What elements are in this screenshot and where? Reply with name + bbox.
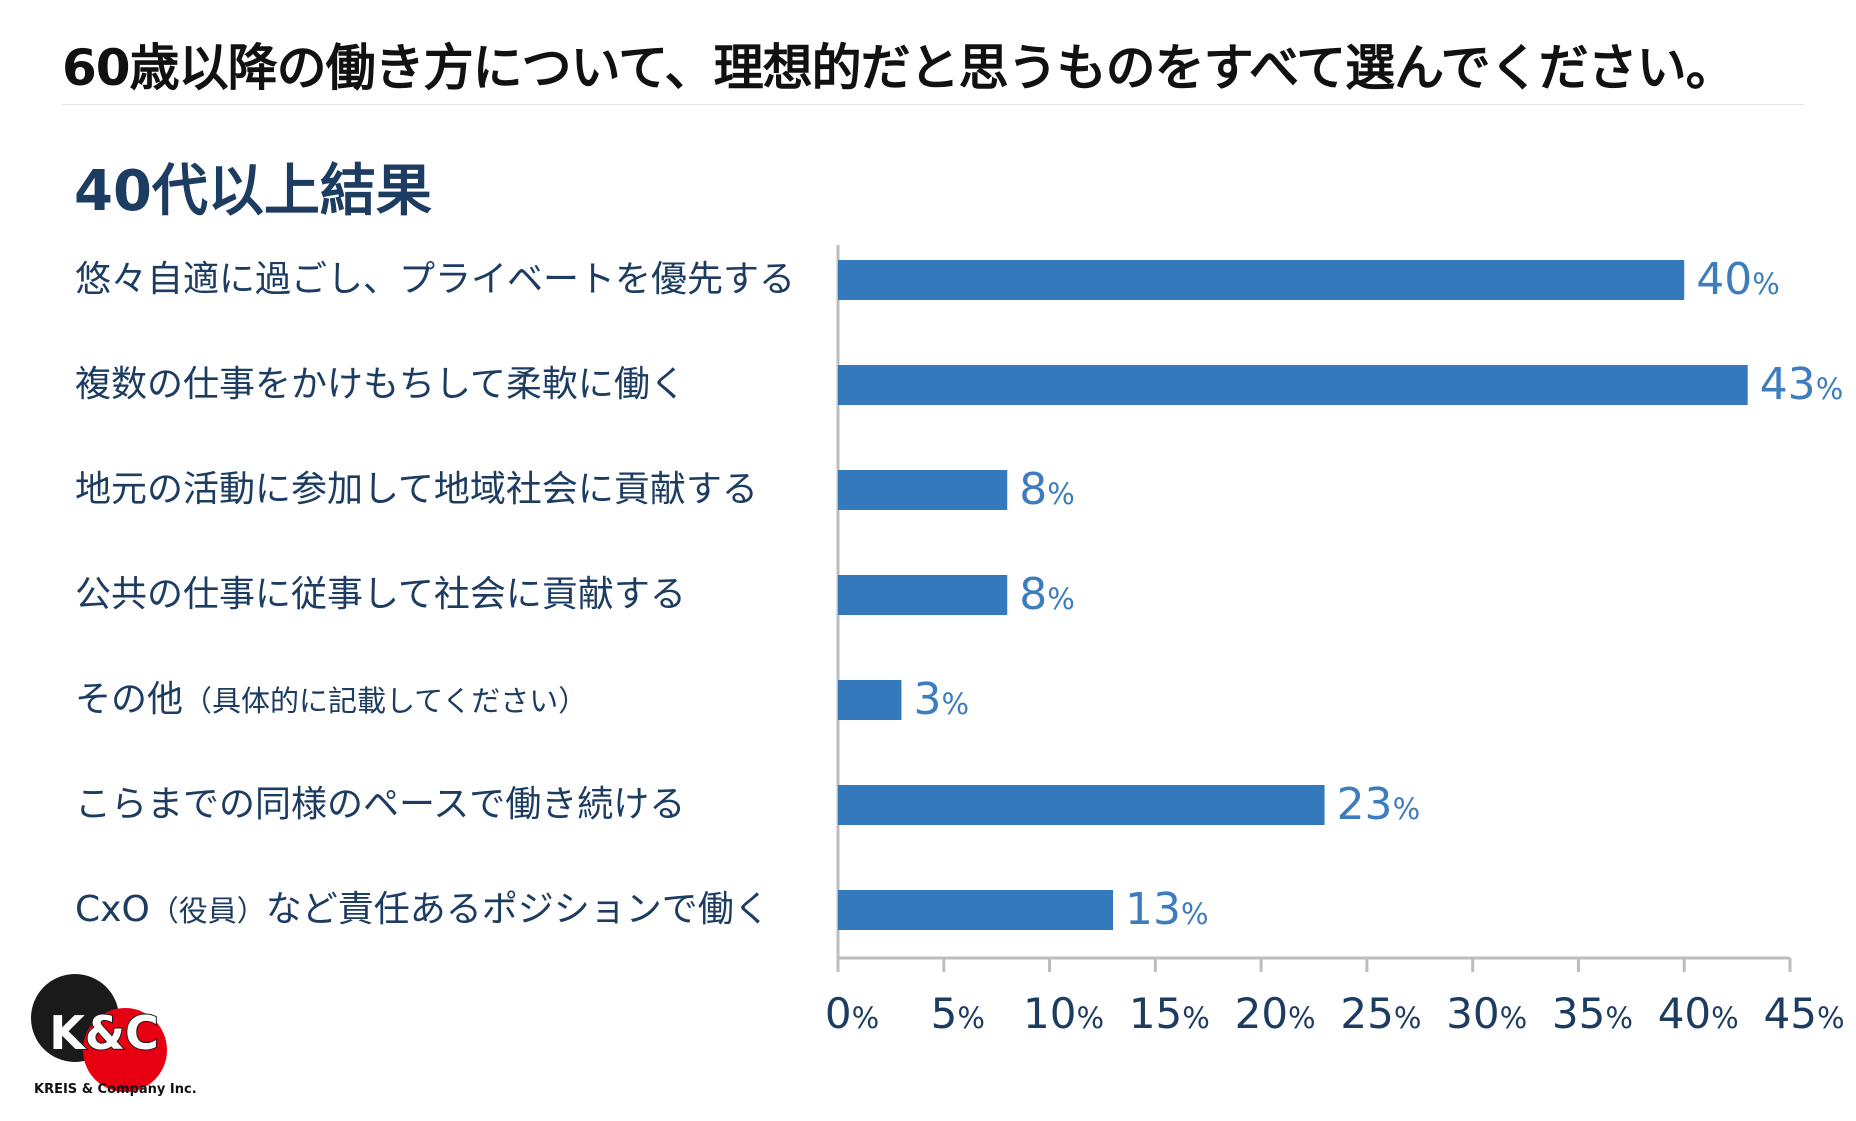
category-main-3: 公共の仕事に従事して社会に貢献する: [75, 574, 686, 615]
category-note-6: （役員）: [150, 894, 266, 928]
category-label-5: こらまでの同様のペースで働き続ける: [75, 784, 685, 825]
x-tick-value-2: 10: [1023, 989, 1076, 1038]
value-unit-2: %: [1047, 477, 1075, 511]
value-number-0: 40: [1696, 254, 1752, 305]
category-main-4: その他: [75, 679, 183, 720]
category-main-2: 地元の活動に参加して地域社会に貢献する: [75, 469, 758, 510]
x-tick-value-4: 20: [1235, 989, 1288, 1038]
x-tick-unit-0: %: [852, 1001, 880, 1035]
x-tick-label-7: 35%: [1552, 989, 1633, 1038]
value-label-4: 3%: [913, 674, 969, 725]
x-tick-value-9: 45: [1763, 989, 1816, 1038]
x-tick-unit-2: %: [1077, 1001, 1105, 1035]
x-tick-value-5: 25: [1340, 989, 1393, 1038]
x-tick-label-2: 10%: [1023, 989, 1104, 1038]
category-label-0: 悠々自適に過ごし、プライベートを優先する: [75, 259, 795, 300]
value-unit-3: %: [1047, 582, 1075, 616]
bar-1: [838, 365, 1748, 405]
x-tick-value-6: 30: [1446, 989, 1499, 1038]
bar-4: [838, 680, 902, 720]
company-logo: K&C: [31, 974, 167, 1092]
x-tick-value-0: 0: [825, 989, 852, 1038]
x-tick-unit-5: %: [1394, 1001, 1422, 1035]
value-label-1: 43%: [1760, 359, 1844, 410]
title-divider: [62, 104, 1804, 105]
value-label-2: 8%: [1019, 464, 1075, 515]
page-title: 60歳以降の働き方について、理想的だと思うものをすべて選んでください。: [62, 39, 1736, 97]
x-tick-label-4: 20%: [1235, 989, 1316, 1038]
value-number-2: 8: [1019, 464, 1047, 515]
x-tick-label-3: 15%: [1129, 989, 1210, 1038]
category-main-5: こらまでの同様のペースで働き続ける: [75, 784, 685, 825]
value-unit-4: %: [941, 687, 969, 721]
value-number-6: 13: [1125, 884, 1181, 935]
x-tick-label-6: 30%: [1446, 989, 1527, 1038]
logo-mark: K&C: [49, 1006, 159, 1060]
category-label-6: CxO（役員）など責任あるポジションで働く: [75, 889, 770, 930]
value-label-0: 40%: [1696, 254, 1780, 305]
x-tick-label-9: 45%: [1763, 989, 1844, 1038]
value-unit-5: %: [1393, 792, 1421, 826]
category-label-2: 地元の活動に参加して地域社会に貢献する: [75, 469, 758, 510]
bar-5: [838, 785, 1325, 825]
x-tick-label-1: 5%: [931, 989, 985, 1038]
value-unit-1: %: [1816, 372, 1844, 406]
x-tick-unit-7: %: [1605, 1001, 1633, 1035]
x-tick-unit-3: %: [1182, 1001, 1210, 1035]
category-main-0: 悠々自適に過ごし、プライベートを優先する: [75, 259, 795, 300]
x-tick-value-7: 35: [1552, 989, 1605, 1038]
x-tick-unit-1: %: [957, 1001, 985, 1035]
category-label-3: 公共の仕事に従事して社会に貢献する: [75, 574, 686, 615]
chart-subtitle: 40代以上結果: [74, 159, 432, 224]
bar-0: [838, 260, 1685, 300]
value-label-3: 8%: [1019, 569, 1075, 620]
value-label-6: 13%: [1125, 884, 1209, 935]
x-tick-value-1: 5: [931, 989, 958, 1038]
bar-2: [838, 470, 1008, 510]
x-tick-unit-8: %: [1711, 1001, 1739, 1035]
category-main-1: 複数の仕事をかけもちして柔軟に働く: [75, 364, 686, 405]
logo-red-circle: [83, 1008, 167, 1092]
category-note-4: （具体的に記載してください）: [183, 684, 587, 718]
x-tick-label-5: 25%: [1340, 989, 1421, 1038]
x-tick-unit-4: %: [1288, 1001, 1316, 1035]
x-tick-label-8: 40%: [1658, 989, 1739, 1038]
category-label-1: 複数の仕事をかけもちして柔軟に働く: [75, 364, 686, 405]
x-tick-unit-9: %: [1817, 1001, 1845, 1035]
category-label-4: その他（具体的に記載してください）: [75, 679, 587, 720]
bar-3: [838, 575, 1008, 615]
x-tick-label-0: 0%: [825, 989, 879, 1038]
value-unit-6: %: [1181, 897, 1209, 931]
value-unit-0: %: [1752, 267, 1780, 301]
value-number-5: 23: [1337, 779, 1393, 830]
bar-6: [838, 890, 1114, 930]
logo-caption: KREIS & Company Inc.: [34, 1082, 197, 1097]
value-number-3: 8: [1019, 569, 1047, 620]
category-rest-6: など責任あるポジションで働く: [266, 889, 770, 930]
value-number-1: 43: [1760, 359, 1816, 410]
x-tick-value-8: 40: [1658, 989, 1711, 1038]
x-tick-value-3: 15: [1129, 989, 1182, 1038]
value-label-5: 23%: [1337, 779, 1421, 830]
x-tick-unit-6: %: [1500, 1001, 1528, 1035]
value-number-4: 3: [913, 674, 941, 725]
category-main-6: CxO: [75, 889, 150, 930]
